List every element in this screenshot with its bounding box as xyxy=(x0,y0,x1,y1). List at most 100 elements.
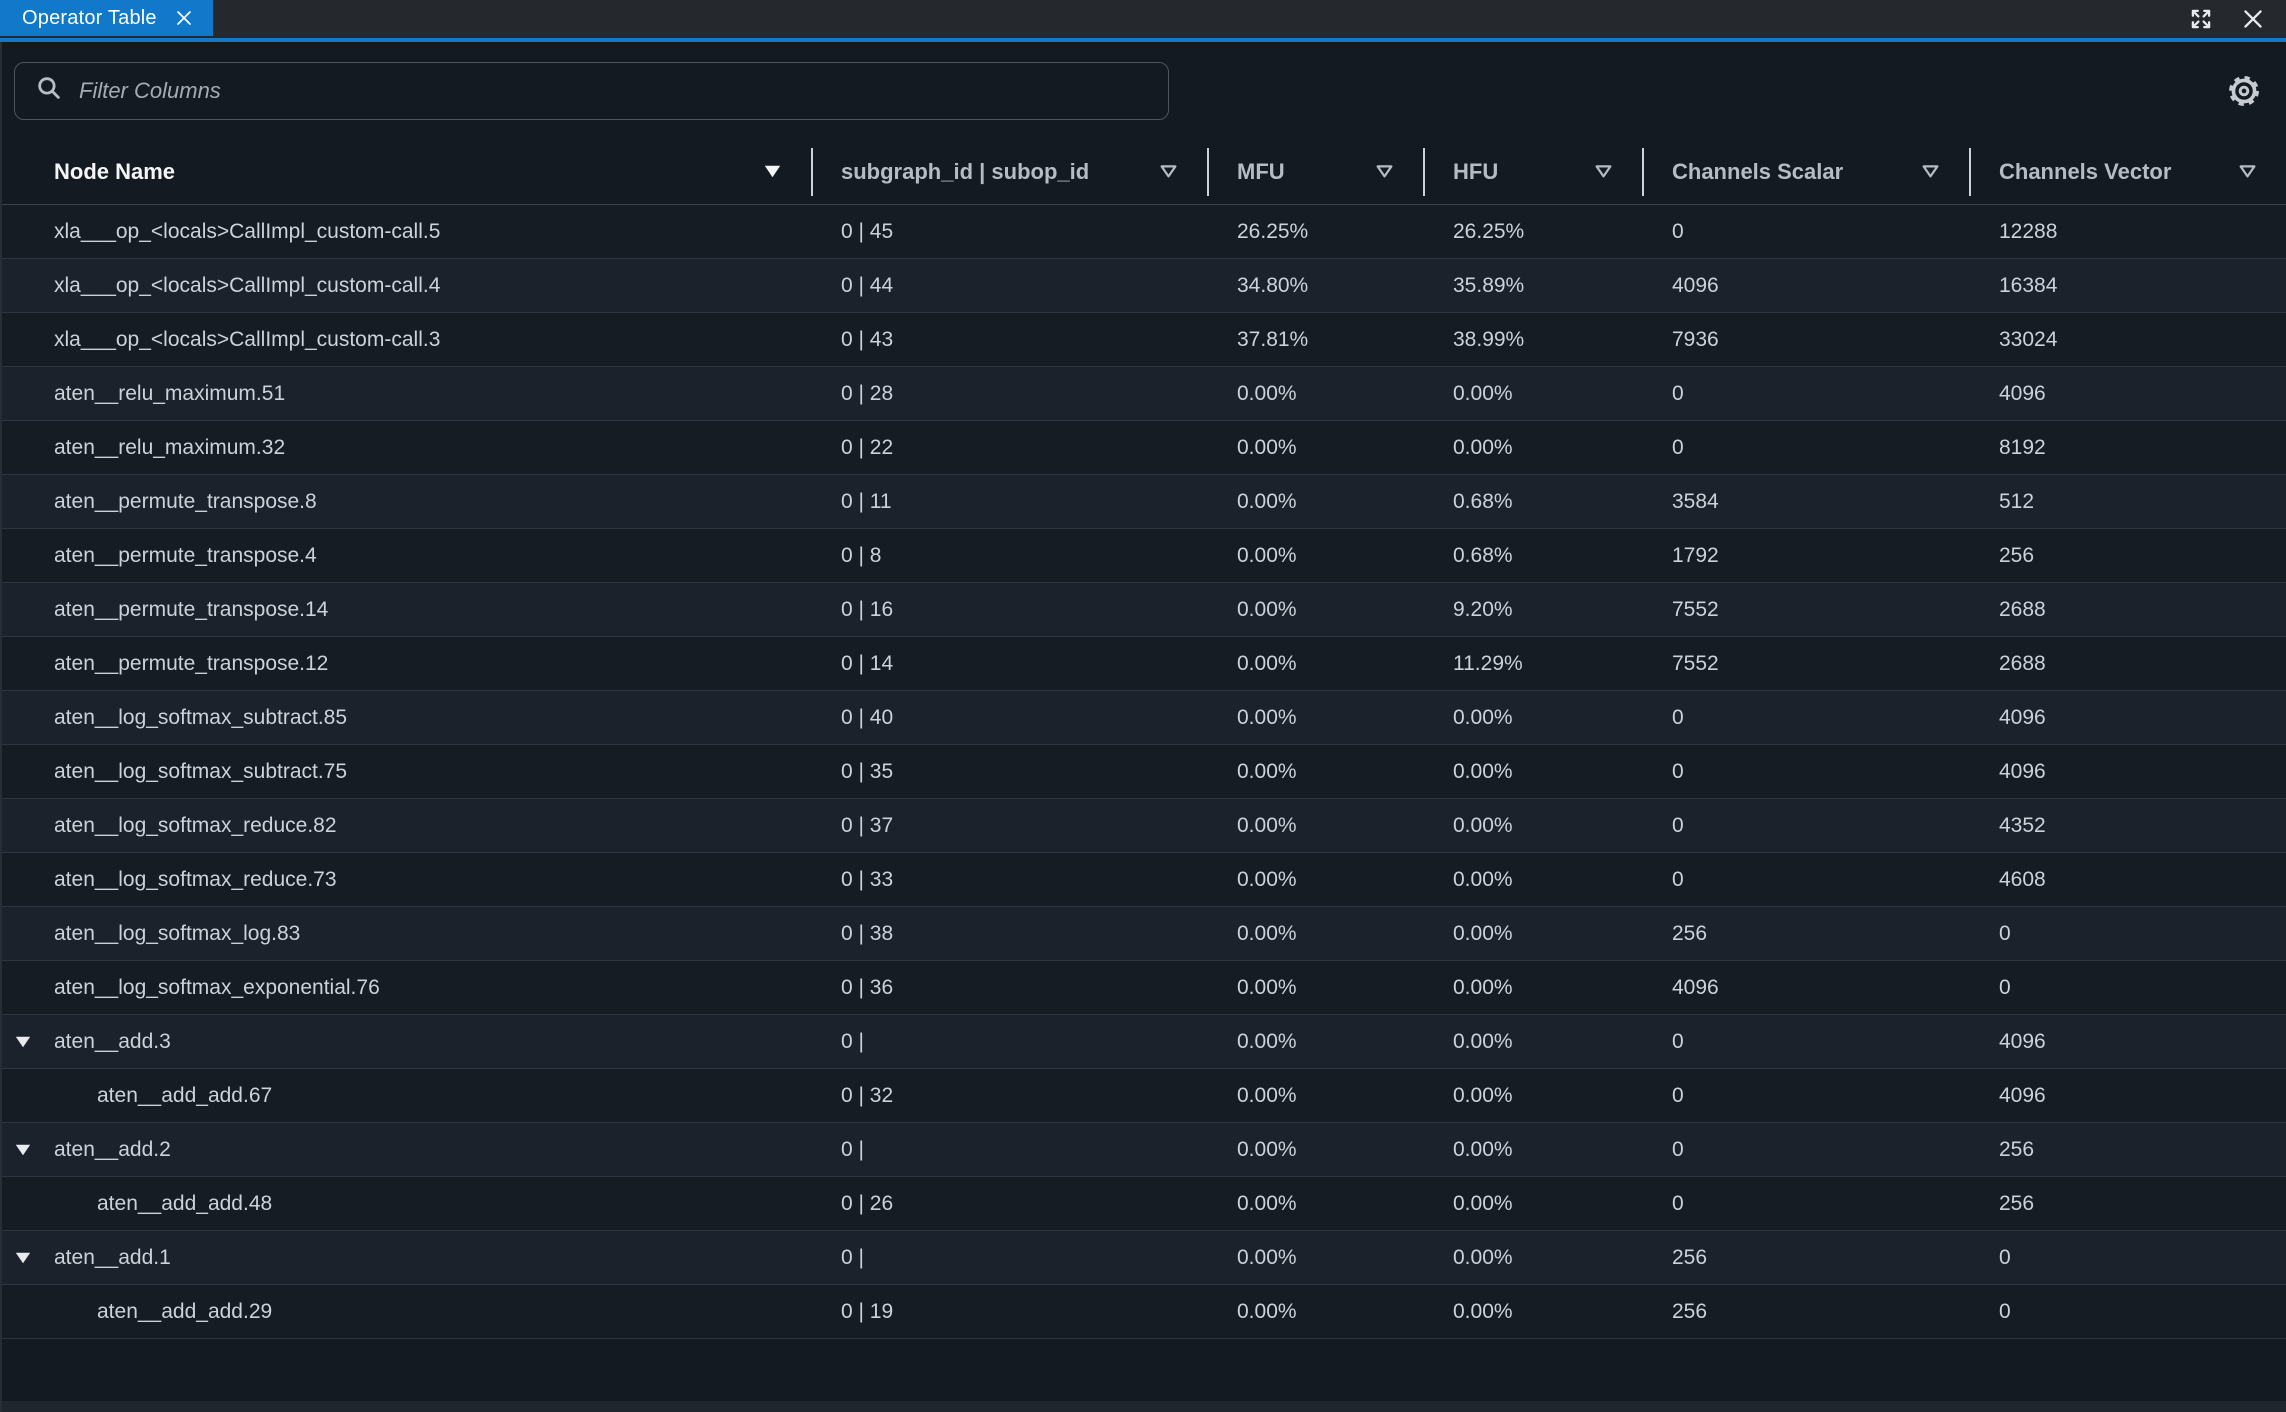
hfu-cell: 0.00% xyxy=(1453,867,1513,891)
table-row[interactable]: aten__relu_maximum.32 0 | 22 0.00% 0.00%… xyxy=(2,421,2286,475)
panel: Node Name subgraph_id | subop_id MFU HFU… xyxy=(0,42,2286,1412)
channels-vector-cell: 8192 xyxy=(1999,435,2046,459)
mfu-cell: 0.00% xyxy=(1237,435,1297,459)
filter-columns-box[interactable] xyxy=(14,61,1169,120)
table-row[interactable]: aten__permute_transpose.14 0 | 16 0.00% … xyxy=(2,583,2286,637)
node-name-cell: aten__add_add.67 xyxy=(2,1069,813,1122)
subgraph-subop-cell: 0 | 40 xyxy=(841,705,894,729)
mfu-cell: 0.00% xyxy=(1237,921,1297,945)
column-header-subgraph-id-subop-id[interactable]: subgraph_id | subop_id xyxy=(813,139,1209,204)
table-row[interactable]: xla___op_<locals>CallImpl_custom-call.3 … xyxy=(2,313,2286,367)
table-row[interactable]: aten__relu_maximum.51 0 | 28 0.00% 0.00%… xyxy=(2,367,2286,421)
column-header-channels-vector[interactable]: Channels Vector xyxy=(1971,139,2286,204)
hfu-cell: 0.00% xyxy=(1453,1245,1513,1269)
column-label: Channels Scalar xyxy=(1672,158,1844,184)
column-label: HFU xyxy=(1453,158,1499,184)
hfu-cell: 0.68% xyxy=(1453,489,1513,513)
node-name: aten__permute_transpose.12 xyxy=(54,651,329,675)
table-row[interactable]: aten__log_softmax_subtract.85 0 | 40 0.0… xyxy=(2,691,2286,745)
table-row[interactable]: xla___op_<locals>CallImpl_custom-call.5 … xyxy=(2,205,2286,259)
node-name: aten__add_add.67 xyxy=(97,1083,273,1107)
horizontal-scrollbar-track[interactable] xyxy=(2,1401,2286,1412)
sort-triangle-icon[interactable] xyxy=(1376,165,1393,178)
table-row[interactable]: aten__log_softmax_log.83 0 | 38 0.00% 0.… xyxy=(2,907,2286,961)
subgraph-subop-cell: 0 | 44 xyxy=(841,273,894,297)
channels-scalar-cell: 0 xyxy=(1672,813,1684,837)
table-row[interactable]: aten__add.2 0 | 0.00% 0.00% 0 256 xyxy=(2,1123,2286,1177)
collapse-caret-icon[interactable] xyxy=(15,1036,31,1048)
table-row[interactable]: aten__add_add.67 0 | 32 0.00% 0.00% 0 40… xyxy=(2,1069,2286,1123)
table-row[interactable]: aten__log_softmax_exponential.76 0 | 36 … xyxy=(2,961,2286,1015)
subgraph-subop-cell: 0 | 43 xyxy=(841,327,894,351)
subgraph-subop-cell: 0 | 14 xyxy=(841,651,894,675)
node-name-cell: aten__log_softmax_log.83 xyxy=(2,907,813,960)
channels-vector-cell: 0 xyxy=(1999,1299,2011,1323)
filter-columns-input[interactable] xyxy=(79,77,1158,104)
channels-vector-cell: 12288 xyxy=(1999,219,2058,243)
channels-scalar-cell: 0 xyxy=(1672,435,1684,459)
column-label: Node Name xyxy=(54,158,176,184)
channels-scalar-cell: 0 xyxy=(1672,1029,1684,1053)
table-row[interactable]: aten__log_softmax_reduce.73 0 | 33 0.00%… xyxy=(2,853,2286,907)
channels-scalar-cell: 7552 xyxy=(1672,597,1719,621)
channels-vector-cell: 4352 xyxy=(1999,813,2046,837)
subgraph-subop-cell: 0 | 19 xyxy=(841,1299,894,1323)
collapse-caret-icon[interactable] xyxy=(15,1144,31,1156)
sort-triangle-icon[interactable] xyxy=(1922,165,1939,178)
column-header-mfu[interactable]: MFU xyxy=(1209,139,1425,204)
hfu-cell: 0.00% xyxy=(1453,1299,1513,1323)
node-name-cell: aten__add_add.29 xyxy=(2,1285,813,1338)
close-icon[interactable] xyxy=(2240,6,2266,32)
channels-scalar-cell: 0 xyxy=(1672,705,1684,729)
table-row[interactable]: aten__add.1 0 | 0.00% 0.00% 256 0 xyxy=(2,1231,2286,1285)
hfu-cell: 0.00% xyxy=(1453,759,1513,783)
column-header-hfu[interactable]: HFU xyxy=(1425,139,1644,204)
hfu-cell: 0.00% xyxy=(1453,1083,1513,1107)
node-name: aten__relu_maximum.32 xyxy=(54,435,286,459)
sort-triangle-icon[interactable] xyxy=(764,165,781,178)
subgraph-subop-cell: 0 | 37 xyxy=(841,813,894,837)
hfu-cell: 0.00% xyxy=(1453,813,1513,837)
table-row[interactable]: aten__permute_transpose.4 0 | 8 0.00% 0.… xyxy=(2,529,2286,583)
channels-scalar-cell: 0 xyxy=(1672,1191,1684,1215)
subgraph-subop-cell: 0 | 32 xyxy=(841,1083,894,1107)
gear-icon[interactable] xyxy=(2226,73,2262,109)
hfu-cell: 35.89% xyxy=(1453,273,1525,297)
column-header-node-name[interactable]: Node Name xyxy=(2,139,813,204)
node-name-cell: aten__log_softmax_reduce.73 xyxy=(2,853,813,906)
table-row[interactable]: aten__permute_transpose.8 0 | 11 0.00% 0… xyxy=(2,475,2286,529)
table-row[interactable]: aten__add.3 0 | 0.00% 0.00% 0 4096 xyxy=(2,1015,2286,1069)
channels-scalar-cell: 256 xyxy=(1672,921,1708,945)
tab-close-icon[interactable] xyxy=(173,7,195,29)
node-name-cell: aten__permute_transpose.12 xyxy=(2,637,813,690)
sort-triangle-icon[interactable] xyxy=(2239,165,2256,178)
column-header-channels-scalar[interactable]: Channels Scalar xyxy=(1644,139,1971,204)
sort-triangle-icon[interactable] xyxy=(1160,165,1177,178)
mfu-cell: 26.25% xyxy=(1237,219,1309,243)
mfu-cell: 0.00% xyxy=(1237,975,1297,999)
table-row[interactable]: aten__log_softmax_subtract.75 0 | 35 0.0… xyxy=(2,745,2286,799)
mfu-cell: 37.81% xyxy=(1237,327,1309,351)
tab-operator-table[interactable]: Operator Table xyxy=(0,0,213,36)
table-row[interactable]: aten__add_add.29 0 | 19 0.00% 0.00% 256 … xyxy=(2,1285,2286,1339)
mfu-cell: 0.00% xyxy=(1237,1137,1297,1161)
tab-bar: Operator Table xyxy=(0,0,2286,38)
table-row[interactable]: aten__add_add.48 0 | 26 0.00% 0.00% 0 25… xyxy=(2,1177,2286,1231)
expand-icon[interactable] xyxy=(2188,6,2214,32)
mfu-cell: 0.00% xyxy=(1237,381,1297,405)
collapse-caret-icon[interactable] xyxy=(15,1252,31,1264)
toolbar xyxy=(2,42,2286,139)
table-row[interactable]: xla___op_<locals>CallImpl_custom-call.4 … xyxy=(2,259,2286,313)
node-name: aten__log_softmax_reduce.73 xyxy=(54,867,337,891)
column-label: Channels Vector xyxy=(1999,158,2172,184)
hfu-cell: 0.00% xyxy=(1453,921,1513,945)
node-name: aten__log_softmax_subtract.85 xyxy=(54,705,348,729)
table-row[interactable]: aten__log_softmax_reduce.82 0 | 37 0.00%… xyxy=(2,799,2286,853)
node-name: aten__log_softmax_log.83 xyxy=(54,921,301,945)
sort-triangle-icon[interactable] xyxy=(1595,165,1612,178)
table-row[interactable]: aten__permute_transpose.12 0 | 14 0.00% … xyxy=(2,637,2286,691)
node-name: aten__relu_maximum.51 xyxy=(54,381,286,405)
channels-vector-cell: 4096 xyxy=(1999,705,2046,729)
hfu-cell: 9.20% xyxy=(1453,597,1513,621)
hfu-cell: 0.00% xyxy=(1453,1137,1513,1161)
